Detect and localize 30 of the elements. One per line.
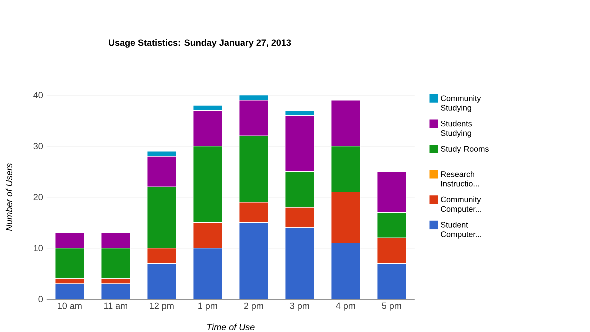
x-tick-label: 2 pm: [244, 302, 264, 312]
bar: [147, 263, 177, 300]
x-tick-label: 11 am: [104, 302, 128, 310]
legend-label: Community Computer...: [441, 196, 482, 214]
bar: [285, 228, 315, 300]
y-tick-label: 40: [34, 92, 44, 99]
x-tick-label: 3 pm: [290, 302, 310, 312]
bar: [101, 284, 131, 300]
bar: [331, 242, 361, 300]
y-tick-label: 0: [38, 296, 44, 303]
x-axis-title: Time of Use: [208, 324, 255, 331]
x-tick-label: 5 pm: [382, 302, 402, 311]
x-tick-label: 1 pm: [198, 302, 218, 311]
y-axis-title: Number of Users: [6, 164, 13, 232]
bar: [377, 263, 407, 300]
legend-label: Student Computer...: [441, 222, 482, 239]
x-tick-label: 4 pm: [336, 302, 356, 311]
x-tick-label: 12 pm: [150, 302, 174, 312]
y-tick-label: 30: [34, 143, 44, 150]
bar: [239, 222, 269, 300]
legend-label: Students Studying: [441, 120, 472, 138]
x-tick-label: 10 am: [58, 302, 82, 310]
chart-title: Usage Statistics: Sunday January 27, 2013: [109, 39, 292, 48]
legend-label: Study Rooms: [441, 146, 489, 154]
y-tick-label: 20: [34, 194, 44, 201]
bar: [193, 248, 223, 300]
bar: [55, 284, 85, 300]
legend-label: Community Studying: [441, 95, 482, 112]
legend-label: Research Instructio...: [441, 171, 480, 187]
y-tick-label: 10: [34, 245, 44, 252]
